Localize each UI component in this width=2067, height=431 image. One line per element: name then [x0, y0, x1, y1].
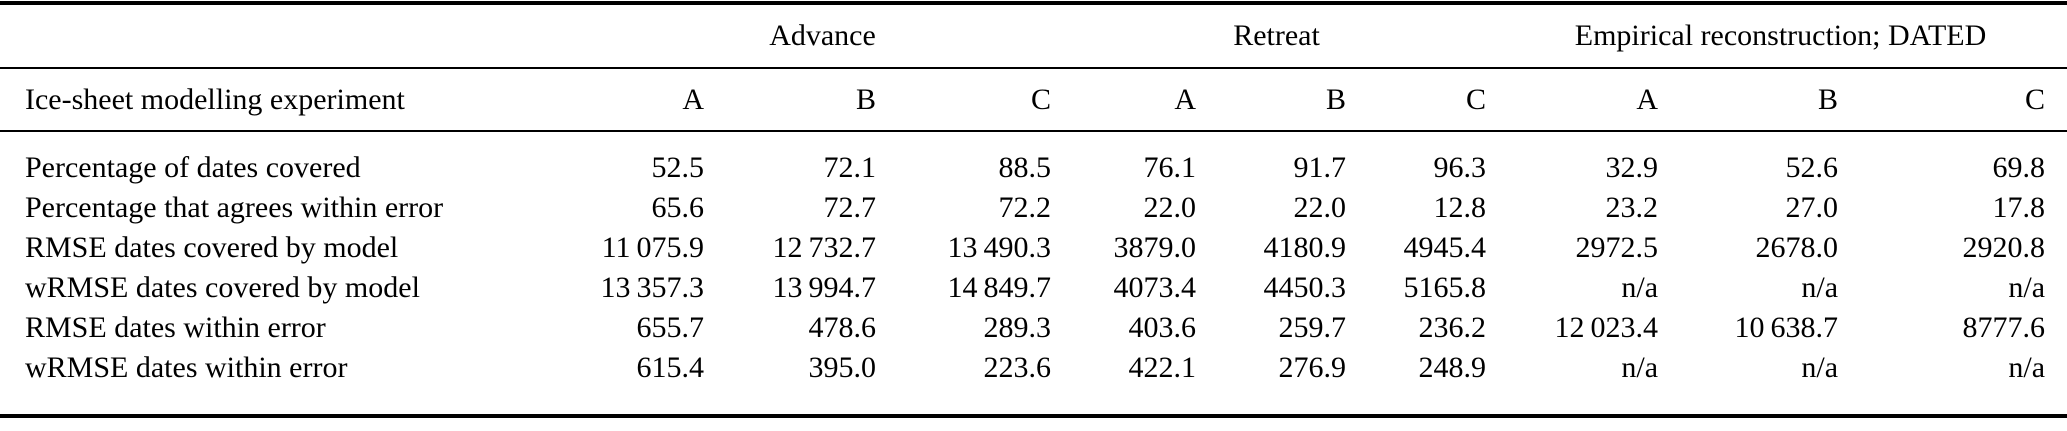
group-header-spacer [0, 3, 586, 69]
cell: 10 638.7 [1734, 311, 1839, 344]
table-body: Percentage of dates covered 52.5 72.1 88… [0, 131, 2067, 416]
cell: 2920.8 [1962, 231, 2046, 264]
cell: n/a [1621, 271, 1659, 304]
cell: 615.4 [636, 351, 705, 384]
cell: 3879.0 [1113, 231, 1197, 264]
cell: 91.7 [1293, 151, 1347, 184]
cell: n/a [1621, 351, 1659, 384]
col-header-retreat-a: A [1059, 68, 1205, 132]
cell: 248.9 [1418, 351, 1487, 384]
cell: 4945.4 [1403, 231, 1487, 264]
col-header-advance-a: A [586, 68, 712, 132]
cell: 4073.4 [1113, 271, 1197, 304]
cell: 13 994.7 [772, 271, 876, 304]
cell: 27.0 [1785, 191, 1839, 224]
col-header-retreat-c: C [1354, 68, 1495, 132]
cell: 17.8 [1992, 191, 2046, 224]
cell: 52.6 [1785, 151, 1839, 184]
cell: 72.1 [823, 151, 877, 184]
row-label: wRMSE dates within error [25, 351, 348, 384]
cell: 2678.0 [1755, 231, 1839, 264]
table-row-wrmse-within: wRMSE dates within error 615.4 395.0 223… [0, 348, 2067, 416]
cell: 276.9 [1278, 351, 1347, 384]
cell: 14 849.7 [947, 271, 1052, 304]
col-header-advance-b: B [712, 68, 884, 132]
table-row-rmse-within: RMSE dates within error 655.7 478.6 289.… [0, 308, 2067, 348]
group-header-retreat: Retreat [1059, 3, 1495, 69]
row-label: RMSE dates covered by model [25, 231, 399, 264]
cell: 52.5 [651, 151, 705, 184]
row-label: wRMSE dates covered by model [25, 271, 420, 304]
row-label: Percentage of dates covered [25, 151, 361, 184]
cell: 65.6 [651, 191, 705, 224]
cell: 12 732.7 [772, 231, 876, 264]
cell: 223.6 [983, 351, 1052, 384]
col-header-advance-c: C [884, 68, 1060, 132]
group-header-row: Advance Retreat Empirical reconstruction… [0, 3, 2067, 69]
table-row-rmse-covered: RMSE dates covered by model 11 075.9 12 … [0, 228, 2067, 268]
cell: n/a [1801, 271, 1839, 304]
cell: n/a [1801, 351, 1839, 384]
table-row-wrmse-covered: wRMSE dates covered by model 13 357.3 13… [0, 268, 2067, 308]
table-row-pct-agrees: Percentage that agrees within error 65.6… [0, 188, 2067, 228]
cell: 23.2 [1605, 191, 1659, 224]
cell: 72.7 [823, 191, 877, 224]
cell: 22.0 [1293, 191, 1347, 224]
cell: 403.6 [1128, 311, 1197, 344]
results-table: Advance Retreat Empirical reconstruction… [0, 1, 2067, 418]
cell: 72.2 [998, 191, 1052, 224]
cell: 478.6 [808, 311, 877, 344]
group-header-empirical: Empirical reconstruction; DATED [1494, 3, 2067, 69]
cell: 395.0 [808, 351, 877, 384]
cell: 4450.3 [1263, 271, 1347, 304]
cell: 4180.9 [1263, 231, 1347, 264]
cell: n/a [2008, 271, 2046, 304]
cell: 96.3 [1433, 151, 1487, 184]
cell: 259.7 [1278, 311, 1347, 344]
cell: 422.1 [1128, 351, 1197, 384]
cell: 236.2 [1418, 311, 1487, 344]
col-header-retreat-b: B [1204, 68, 1355, 132]
cell: 76.1 [1143, 151, 1197, 184]
cell: 8777.6 [1962, 311, 2046, 344]
cell: 289.3 [983, 311, 1052, 344]
cell: 22.0 [1143, 191, 1197, 224]
cell: 69.8 [1992, 151, 2046, 184]
cell: 12 023.4 [1554, 311, 1659, 344]
row-label: RMSE dates within error [25, 311, 326, 344]
column-header-row: Ice-sheet modelling experiment A B C A B… [0, 68, 2067, 132]
cell: 655.7 [636, 311, 705, 344]
cell: 13 490.3 [947, 231, 1052, 264]
row-header-title: Ice-sheet modelling experiment [0, 68, 586, 132]
row-label: Percentage that agrees within error [25, 191, 444, 224]
cell: 32.9 [1605, 151, 1659, 184]
cell: 5165.8 [1403, 271, 1487, 304]
cell: n/a [2008, 351, 2046, 384]
col-header-empirical-a: A [1494, 68, 1667, 132]
col-header-empirical-c: C [1846, 68, 2067, 132]
cell: 2972.5 [1575, 231, 1659, 264]
cell: 13 357.3 [600, 271, 704, 304]
col-header-empirical-b: B [1666, 68, 1847, 132]
cell: 88.5 [998, 151, 1052, 184]
group-header-advance: Advance [586, 3, 1060, 69]
cell: 12.8 [1433, 191, 1487, 224]
table-row-pct-covered: Percentage of dates covered 52.5 72.1 88… [0, 131, 2067, 188]
cell: 11 075.9 [601, 231, 704, 264]
